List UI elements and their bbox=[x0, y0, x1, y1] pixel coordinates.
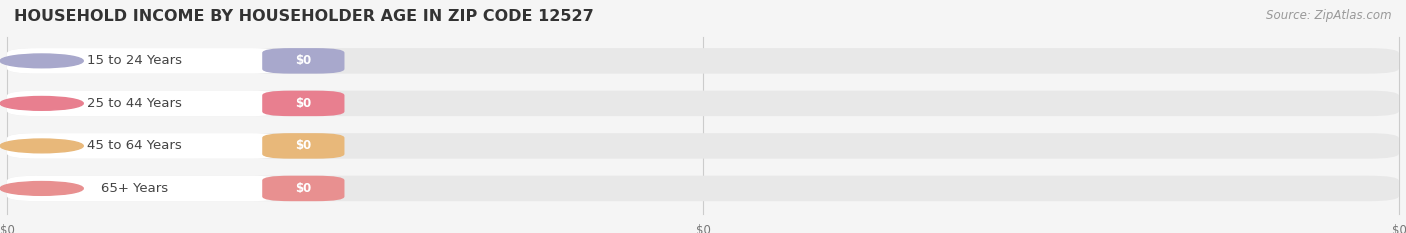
FancyBboxPatch shape bbox=[7, 176, 281, 201]
FancyBboxPatch shape bbox=[7, 48, 1399, 74]
FancyBboxPatch shape bbox=[7, 48, 281, 74]
Text: Source: ZipAtlas.com: Source: ZipAtlas.com bbox=[1267, 9, 1392, 22]
Text: 15 to 24 Years: 15 to 24 Years bbox=[87, 54, 181, 67]
FancyBboxPatch shape bbox=[262, 48, 344, 74]
Circle shape bbox=[0, 139, 83, 153]
Text: $0: $0 bbox=[696, 224, 710, 233]
Circle shape bbox=[0, 96, 83, 110]
Text: 25 to 44 Years: 25 to 44 Years bbox=[87, 97, 181, 110]
FancyBboxPatch shape bbox=[7, 91, 281, 116]
FancyBboxPatch shape bbox=[262, 91, 344, 116]
FancyBboxPatch shape bbox=[7, 133, 281, 159]
FancyBboxPatch shape bbox=[262, 176, 344, 201]
FancyBboxPatch shape bbox=[262, 133, 344, 159]
Text: $0: $0 bbox=[0, 224, 14, 233]
Circle shape bbox=[0, 182, 83, 195]
Text: $0: $0 bbox=[295, 54, 312, 67]
FancyBboxPatch shape bbox=[7, 91, 1399, 116]
Text: HOUSEHOLD INCOME BY HOUSEHOLDER AGE IN ZIP CODE 12527: HOUSEHOLD INCOME BY HOUSEHOLDER AGE IN Z… bbox=[14, 9, 593, 24]
FancyBboxPatch shape bbox=[7, 133, 1399, 159]
Circle shape bbox=[0, 54, 83, 68]
Text: $0: $0 bbox=[295, 182, 312, 195]
Text: $0: $0 bbox=[295, 139, 312, 152]
Text: 65+ Years: 65+ Years bbox=[101, 182, 167, 195]
Text: $0: $0 bbox=[295, 97, 312, 110]
FancyBboxPatch shape bbox=[7, 176, 1399, 201]
Text: $0: $0 bbox=[1392, 224, 1406, 233]
Text: 45 to 64 Years: 45 to 64 Years bbox=[87, 139, 181, 152]
